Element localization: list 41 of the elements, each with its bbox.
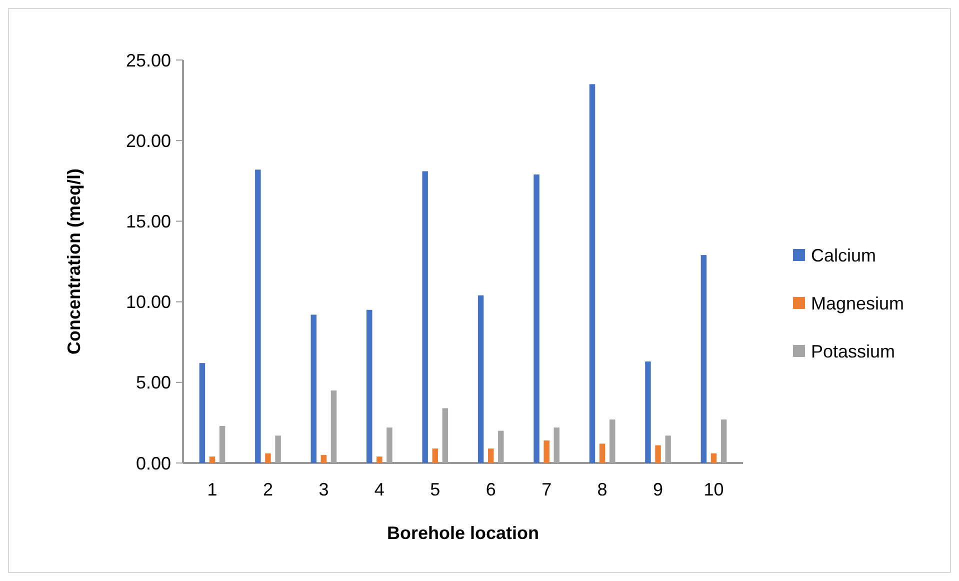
y-tick-label: 10.00	[126, 292, 171, 312]
bar	[655, 445, 661, 463]
x-tick-label: 10	[704, 479, 724, 500]
bar	[589, 84, 596, 463]
bar	[645, 361, 651, 463]
bar	[376, 456, 382, 463]
x-tick-label: 5	[430, 479, 440, 500]
bar	[320, 454, 327, 463]
bar	[422, 171, 428, 463]
bar	[366, 310, 372, 463]
bar	[710, 453, 717, 463]
y-axis-title: Concentration (meq/l)	[64, 168, 84, 355]
bar	[265, 453, 271, 463]
y-tick-label: 5.00	[136, 372, 171, 393]
bar	[534, 174, 540, 463]
bar	[209, 456, 216, 463]
x-tick-label: 9	[653, 479, 664, 500]
bar	[310, 314, 317, 463]
bar	[478, 295, 484, 463]
y-tick-label: 15.00	[126, 212, 171, 232]
bar	[199, 363, 206, 463]
y-tick-label: 25.00	[126, 50, 171, 70]
x-axis-title: Borehole location	[386, 523, 540, 543]
x-tick-label: 4	[374, 479, 384, 500]
x-tick-label: 6	[486, 479, 496, 500]
x-tick-label: 7	[542, 479, 552, 500]
bar	[599, 444, 606, 463]
bar	[488, 448, 494, 463]
legend-label: Magnesium	[811, 293, 904, 314]
x-tick-label: 3	[318, 479, 329, 500]
x-tick-label: 2	[262, 479, 273, 500]
y-tick-label: 20.00	[126, 130, 171, 151]
legend-label: Calcium	[811, 245, 876, 266]
x-tick-label: 8	[597, 479, 608, 500]
bar	[255, 170, 261, 463]
bar	[544, 440, 550, 463]
legend-label: Potassium	[811, 341, 896, 362]
y-tick-label: 0.00	[136, 453, 171, 474]
bar	[432, 448, 438, 463]
x-tick-label: 1	[207, 479, 218, 500]
bar	[700, 255, 707, 463]
